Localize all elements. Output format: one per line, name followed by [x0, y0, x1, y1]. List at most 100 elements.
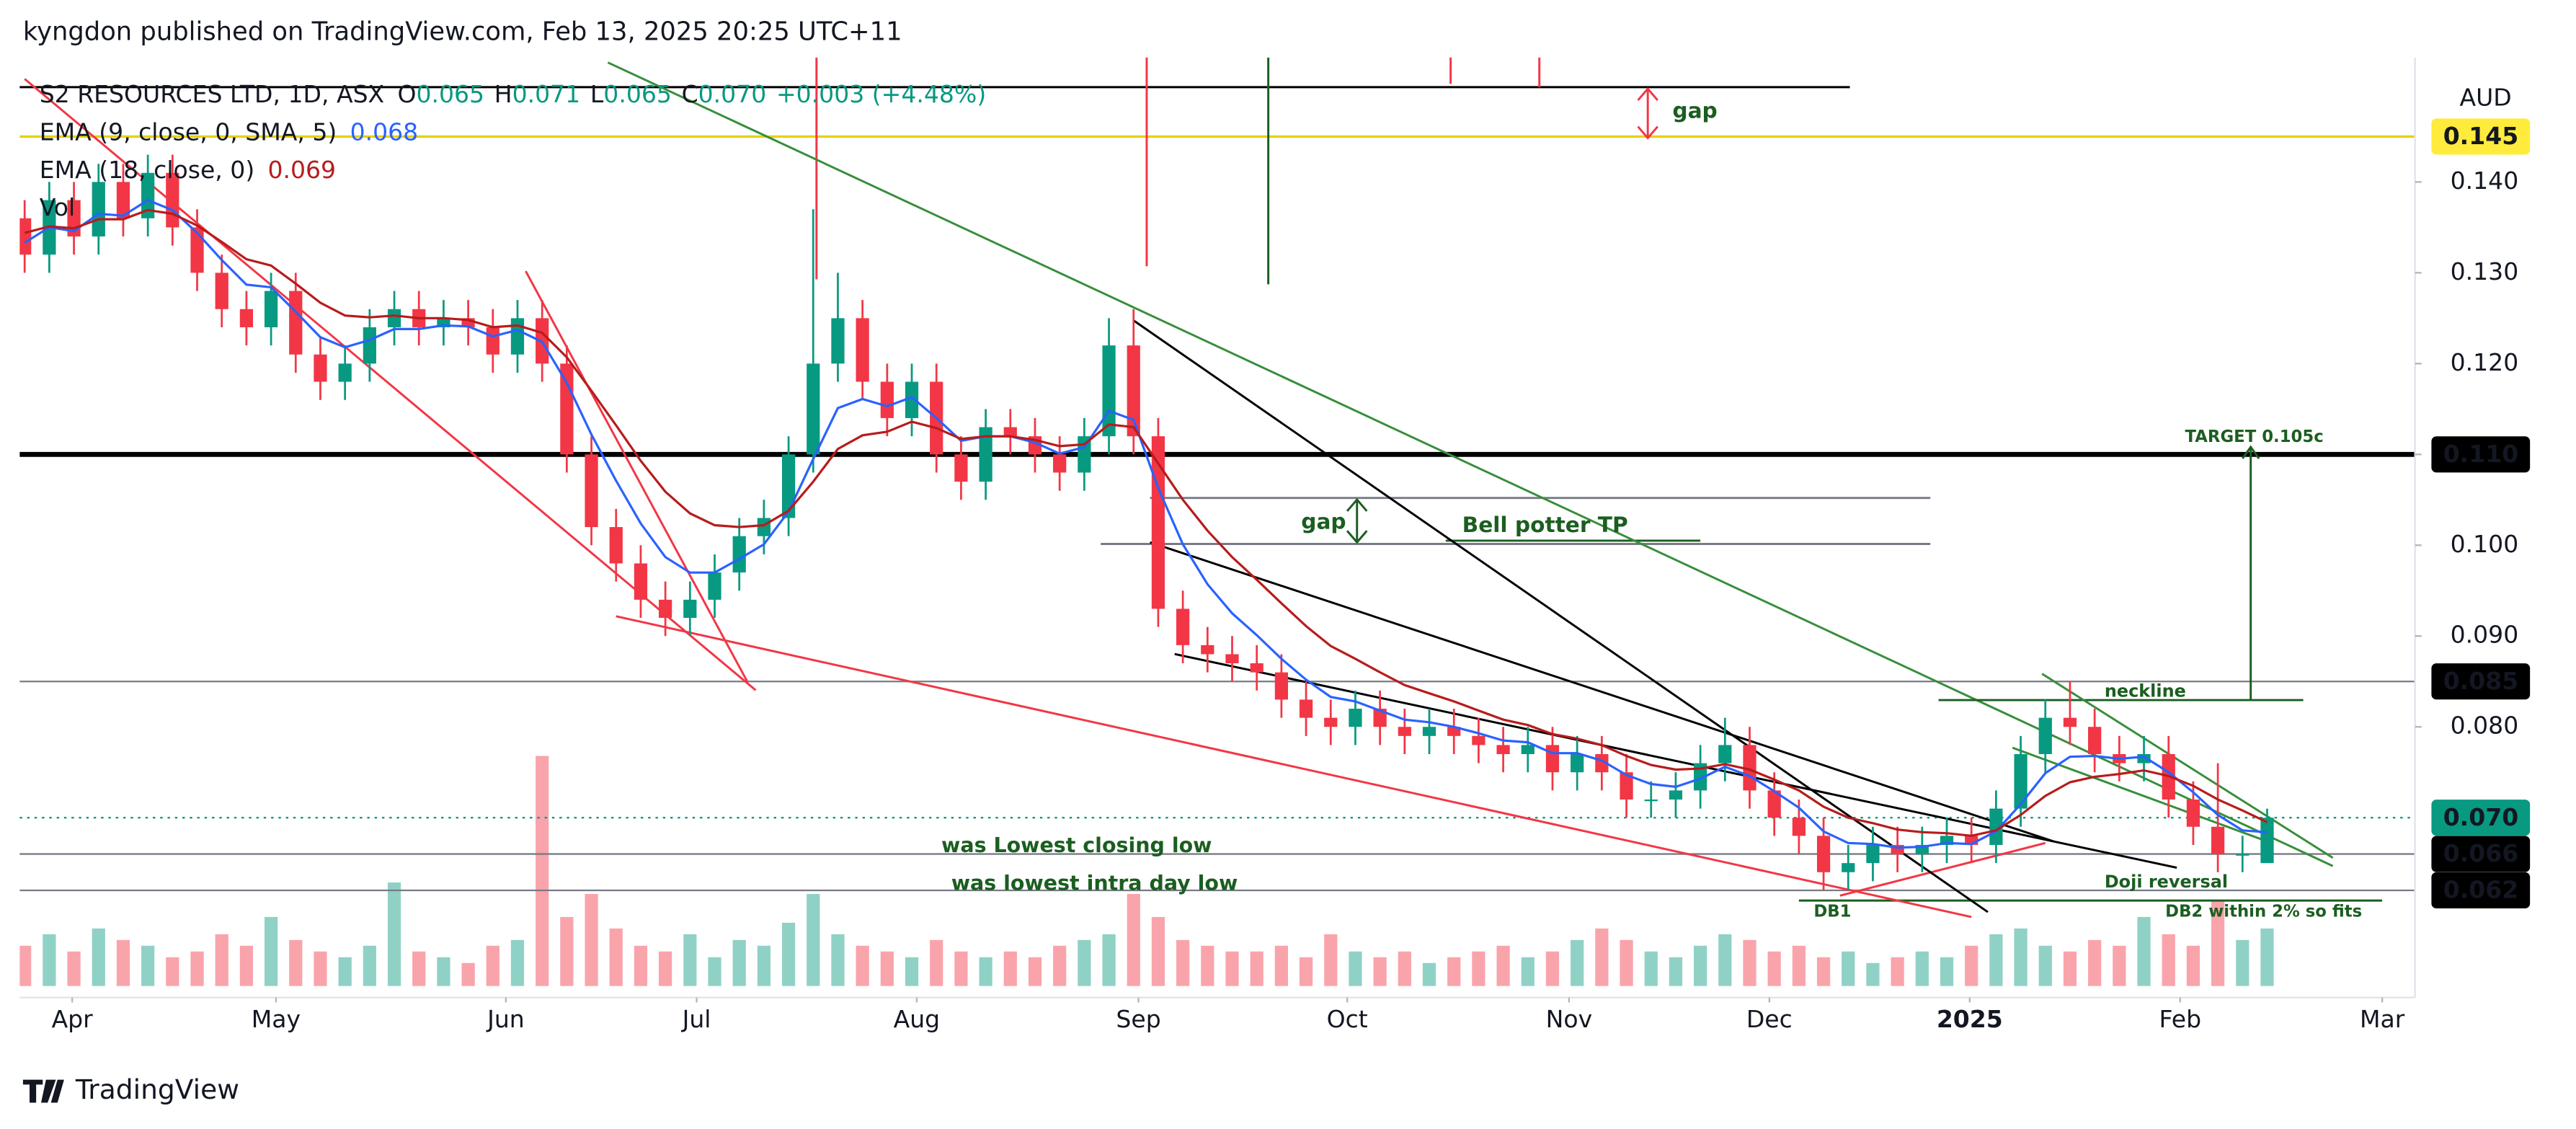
volume-bar: [2211, 899, 2225, 986]
volume-bar: [807, 894, 820, 986]
trend-line: [1132, 319, 1989, 913]
candle-body: [239, 309, 254, 327]
x-tick-label: Jul: [681, 1005, 711, 1033]
candle-body: [314, 354, 327, 382]
candle-body: [1003, 427, 1017, 437]
volume-bar: [1891, 957, 1904, 986]
legend: S2 RESOURCES LTD, 1D, ASX O0.065 H0.071 L0.…: [40, 80, 987, 221]
ema-legend: EMA (18, close, 0) 0.069: [40, 156, 336, 184]
volume-bar: [1595, 928, 1609, 986]
candle-body: [1102, 345, 1116, 437]
volume-bar: [363, 945, 376, 986]
candle-body: [856, 318, 869, 382]
volume-bar: [1078, 939, 1091, 986]
candle-body: [1373, 709, 1387, 727]
trend-line: [1150, 541, 2054, 843]
x-tick-label: Aug: [894, 1005, 941, 1033]
volume-bar: [2162, 934, 2175, 986]
volume-bar: [1398, 951, 1411, 986]
candle-layer: [19, 154, 2274, 890]
volume-bar: [264, 916, 278, 986]
candle-body: [387, 309, 401, 327]
candle-body: [2038, 717, 2052, 755]
candle-body: [1669, 790, 1683, 800]
ema-value: 0.068: [350, 118, 419, 146]
price-badge-label: 0.070: [2443, 803, 2519, 831]
volume-bar: [19, 945, 32, 986]
candle-body: [510, 318, 525, 355]
candle-body: [1989, 808, 2003, 845]
x-tick-label: Feb: [2159, 1005, 2202, 1033]
candle-body: [338, 363, 352, 382]
volume-bar: [585, 894, 598, 986]
x-tick-label: May: [252, 1005, 301, 1033]
candle-body: [1176, 608, 1190, 645]
ohlc-value: 0.070: [698, 80, 767, 108]
volume-bar: [2088, 939, 2102, 986]
candle-body: [1644, 799, 1658, 802]
price-badge: [2431, 118, 2531, 155]
target-arrow-head: [2242, 445, 2260, 459]
candle-body: [2186, 799, 2200, 827]
candle-body: [1299, 699, 1313, 718]
y-tick-label: 0.130: [2451, 257, 2519, 285]
candle-body: [2211, 826, 2225, 854]
price-badge: [2431, 436, 2531, 473]
annotation: Bell potter TP: [1462, 512, 1628, 537]
candle-body: [1472, 735, 1485, 745]
x-tick-label: Oct: [1327, 1005, 1368, 1033]
candle-body: [609, 527, 623, 564]
volume-bar: [43, 934, 56, 986]
volume-bar: [1053, 945, 1067, 986]
candle-body: [954, 454, 968, 482]
candle-body: [683, 599, 697, 619]
volume-bar: [1422, 962, 1436, 986]
currency: AUD: [2460, 83, 2512, 111]
candle-body: [659, 599, 672, 619]
candle-body: [1398, 727, 1411, 736]
volume-bar: [338, 957, 352, 986]
x-tick-label: Jun: [486, 1005, 525, 1033]
x-tick-label: 2025: [1937, 1005, 2003, 1033]
annotation: neckline: [2105, 681, 2186, 701]
candle-body: [1447, 727, 1461, 736]
annotations: gap gap Bell potter TP TARGET 0.105c nec…: [941, 98, 2362, 921]
candle-body: [880, 381, 894, 418]
volume-bar: [1496, 945, 1510, 986]
volume-bar: [1743, 939, 1756, 986]
volume-bar: [1274, 945, 1288, 986]
volume-bar: [2113, 945, 2126, 986]
x-tick-label: Mar: [2360, 1005, 2405, 1033]
volume-bar: [536, 756, 549, 986]
trend-line: [1174, 652, 2177, 869]
volume-bar: [856, 945, 869, 986]
volume-bar: [67, 951, 81, 986]
gap-arrow-head: [1346, 497, 1368, 544]
candle-body: [1349, 709, 1362, 727]
volume-bar: [1447, 957, 1461, 986]
ema-legend: EMA (9, close, 0, SMA, 5) 0.068: [40, 118, 418, 146]
candle-body: [289, 291, 303, 355]
volume-bar: [412, 951, 426, 986]
candle-body: [757, 518, 771, 536]
volume-bar: [659, 951, 672, 986]
trend-line: [525, 270, 749, 683]
y-tick-label: 0.140: [2451, 167, 2519, 195]
price-badge-label: 0.066: [2443, 839, 2519, 867]
candle-body: [1693, 763, 1707, 791]
volume-bar: [116, 939, 130, 986]
candle-body: [2260, 818, 2274, 864]
ema-label: EMA (9, close, 0, SMA, 5): [40, 118, 337, 146]
y-tick-label: 0.100: [2451, 530, 2519, 558]
candle-body: [1496, 745, 1510, 755]
axes: 0.080 0.090 0.100 0.110 0.120 0.130 0.140 0.145…: [52, 118, 2531, 1033]
price-badge-label: 0.062: [2443, 876, 2519, 904]
change: +0.003 (+4.48%): [776, 80, 986, 108]
volume-bar: [2038, 945, 2052, 986]
candle-body: [116, 182, 130, 218]
candle-body: [585, 454, 598, 528]
volume-bar: [1842, 951, 1855, 986]
candle-body: [92, 182, 105, 236]
ohlc-key: O: [397, 80, 416, 108]
candle-body: [732, 536, 746, 573]
